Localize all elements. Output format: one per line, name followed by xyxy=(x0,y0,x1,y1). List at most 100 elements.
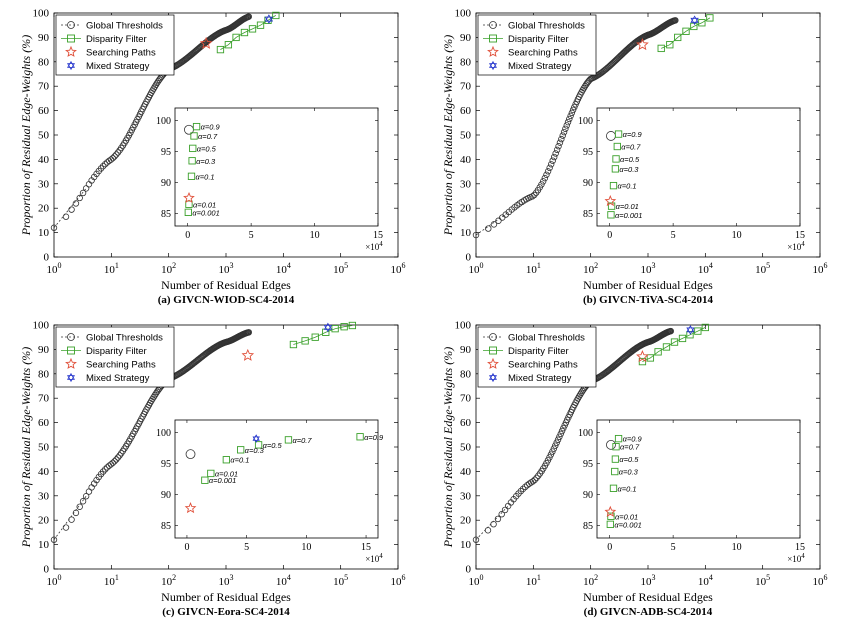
legend-marker-global xyxy=(489,333,497,341)
inset-y-tick-label: 100 xyxy=(156,428,171,439)
legend-marker-global xyxy=(489,21,497,29)
y-tick-label: 70 xyxy=(38,81,50,93)
disparity-filter-point xyxy=(289,340,298,349)
inset-disparity-point xyxy=(185,200,193,208)
global-threshold-point xyxy=(549,448,556,455)
searching-paths-point xyxy=(636,350,649,363)
global-threshold-point xyxy=(153,79,161,87)
global-threshold-point xyxy=(529,193,536,200)
x-tick-label: 104 xyxy=(276,261,291,276)
inset-x-multiplier: ×104 xyxy=(787,552,805,564)
x-tick-label: 102 xyxy=(161,573,176,588)
legend-box xyxy=(477,14,597,76)
disparity-filter-point xyxy=(701,323,709,332)
disparity-filter-point xyxy=(348,321,357,330)
panel-caption: (c) GIVCN-Eora-SC4-2014 xyxy=(162,606,290,618)
x-tick-label: 102 xyxy=(161,261,176,276)
x-tick-label: 100 xyxy=(469,261,484,276)
inset-alpha-label: α=0.7 xyxy=(621,143,641,152)
y-tick-label: 30 xyxy=(460,178,472,190)
y-tick-label: 100 xyxy=(33,320,50,332)
legend-box xyxy=(55,326,175,388)
legend-marker-searching xyxy=(487,357,499,369)
searching-paths-point xyxy=(199,36,213,49)
global-threshold-point xyxy=(494,515,502,523)
disparity-filter-point xyxy=(216,45,225,54)
y-tick-label: 60 xyxy=(38,417,50,429)
inset-disparity-point xyxy=(609,484,618,492)
global-threshold-point xyxy=(113,151,120,158)
y-tick-label: 10 xyxy=(38,227,50,239)
searching-paths-point xyxy=(636,38,649,51)
inset-disparity-point xyxy=(611,165,620,173)
global-threshold-point xyxy=(62,524,70,531)
legend: Global Thresholds Disparity Filter Searchi… xyxy=(55,14,175,76)
x-tick-label: 101 xyxy=(104,261,119,276)
inset-disparity-point xyxy=(356,433,364,441)
series-disparity-filter xyxy=(657,14,714,53)
global-threshold-point xyxy=(538,181,545,188)
inset-alpha-label: α=0.5 xyxy=(619,455,639,464)
global-threshold-point xyxy=(472,231,480,239)
global-threshold-point xyxy=(569,106,577,114)
inset-alpha-label: α=0.3 xyxy=(619,468,639,477)
x-tick-label: 105 xyxy=(755,573,770,588)
legend: Global Thresholds Disparity Filter Searchi… xyxy=(477,326,597,388)
y-tick-label: 0 xyxy=(44,564,50,576)
inset-disparity-point xyxy=(609,181,618,190)
inset-y-tick-label: 90 xyxy=(583,178,593,189)
global-threshold-point xyxy=(533,474,540,482)
global-threshold-point xyxy=(99,468,107,475)
y-axis-label: Proportion of Residual Edge-Weights (%) xyxy=(19,35,33,236)
inset-alpha-label: α=0.5 xyxy=(263,441,283,450)
y-tick-label: 0 xyxy=(44,252,50,264)
y-tick-label: 70 xyxy=(460,393,472,405)
global-threshold-point xyxy=(544,168,552,175)
y-tick-label: 20 xyxy=(460,203,472,215)
y-tick-label: 20 xyxy=(38,203,50,215)
mixed-strategy-point xyxy=(690,15,699,26)
global-threshold-point xyxy=(547,161,555,168)
y-tick-label: 10 xyxy=(460,539,472,551)
panel-caption: (a) GIVCN-WIOD-SC4-2014 xyxy=(158,294,295,306)
global-threshold-point xyxy=(152,81,160,88)
inset-disparity-point xyxy=(284,436,293,444)
global-threshold-point xyxy=(563,122,570,129)
inset-disparity-point xyxy=(184,208,192,216)
legend-label: Mixed Strategy xyxy=(508,61,572,72)
global-threshold-point xyxy=(531,476,538,484)
inset-frame xyxy=(174,107,379,227)
global-threshold-point xyxy=(472,536,480,543)
panel-caption: (b) GIVCN-TiVA-SC4-2014 xyxy=(583,294,714,306)
disparity-filter-point xyxy=(706,14,714,22)
disparity-filter-point xyxy=(654,348,662,356)
inset-disparity-point xyxy=(192,122,201,131)
y-tick-label: 50 xyxy=(460,442,472,454)
global-threshold-point xyxy=(556,139,564,146)
global-threshold-point xyxy=(498,511,505,518)
mixed-strategy-point xyxy=(264,14,274,24)
inset-alpha-label: α=0.9 xyxy=(623,130,643,139)
inset-searching-point xyxy=(184,502,197,514)
global-threshold-point xyxy=(539,178,547,185)
y-tick-label: 20 xyxy=(460,515,472,527)
inset-alpha-label: α=0.9 xyxy=(201,123,221,132)
y-axis-label: Proportion of Residual Edge-Weights (%) xyxy=(441,35,455,236)
global-threshold-point xyxy=(109,459,116,467)
global-threshold-point xyxy=(566,115,573,123)
inset-disparity-point xyxy=(614,130,623,138)
global-threshold-point xyxy=(554,436,562,443)
global-threshold-point xyxy=(557,430,564,438)
global-threshold-point xyxy=(580,84,588,92)
x-axis-label: Number of Residual Edges xyxy=(161,590,291,604)
series-global-thresholds xyxy=(50,329,253,543)
legend-marker-mixed xyxy=(489,60,497,71)
disparity-filter-point xyxy=(674,33,682,42)
y-tick-label: 100 xyxy=(455,320,472,332)
inset-alpha-label: α=0.3 xyxy=(619,165,639,174)
inset-x-tick-label: 10 xyxy=(310,230,320,241)
global-threshold-point xyxy=(68,206,75,213)
x-tick-label: 105 xyxy=(333,573,348,588)
inset-x-tick-label: 10 xyxy=(301,542,311,553)
x-tick-label: 104 xyxy=(698,261,713,276)
